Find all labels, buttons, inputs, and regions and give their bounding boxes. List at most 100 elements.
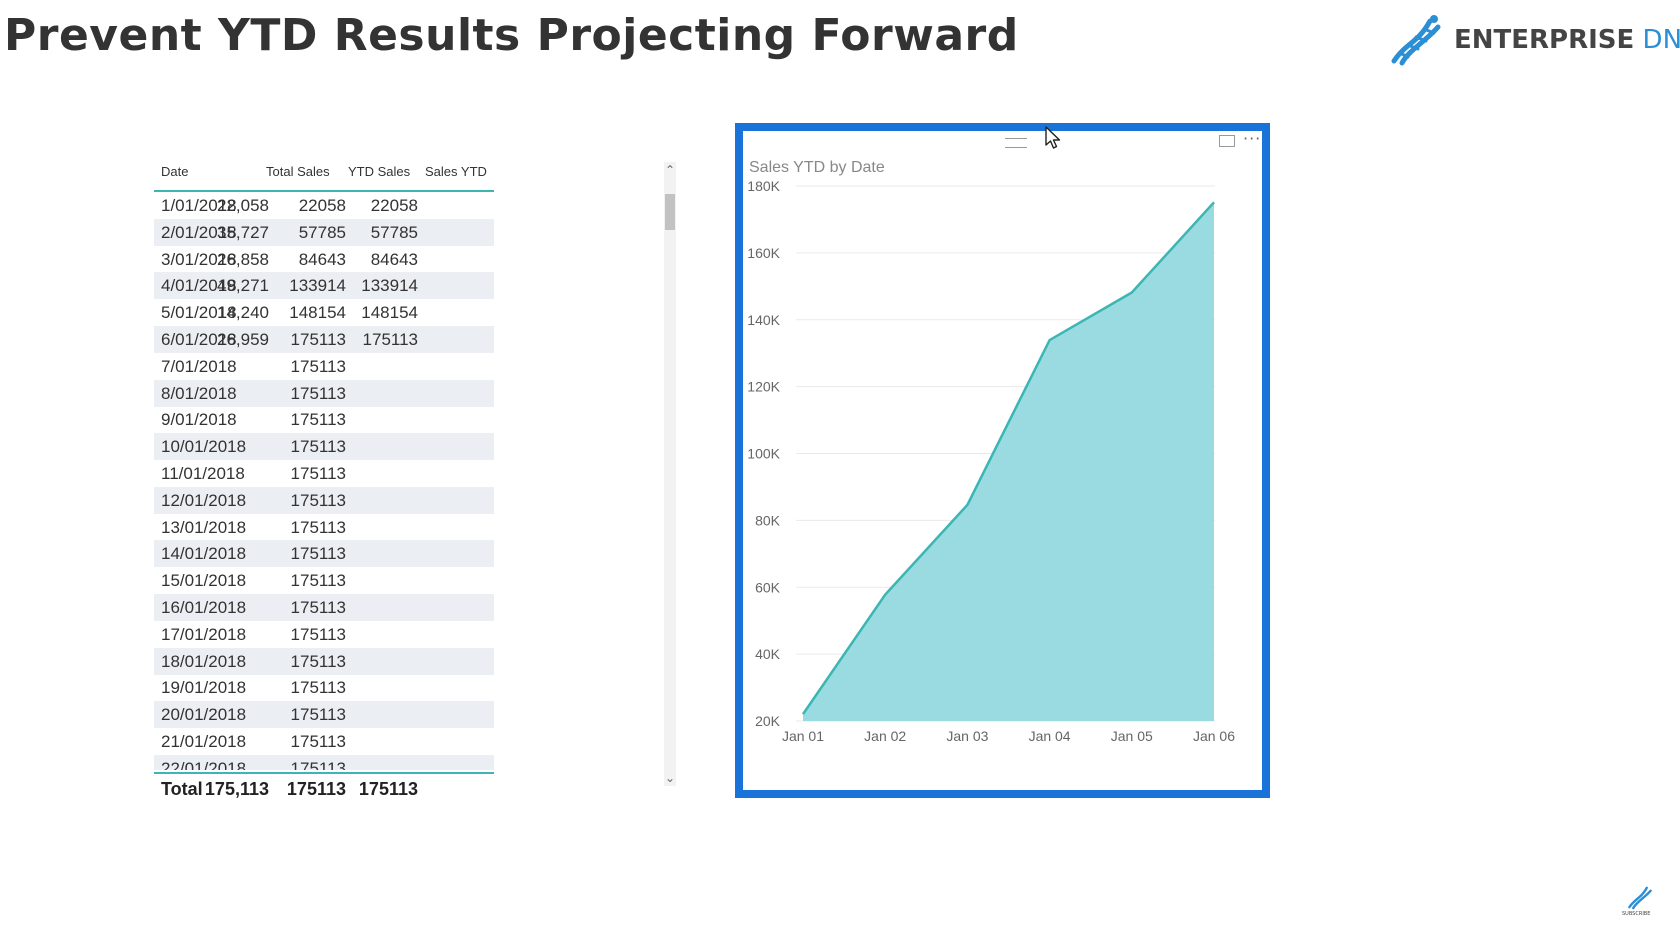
dna-helix-icon [1628, 886, 1652, 910]
table-scrollbar[interactable]: ⌃ ⌄ [664, 162, 676, 786]
cell-ytd-sales: 175113 [290, 464, 346, 483]
cell-sales-ytd: 133914 [361, 276, 418, 296]
table-header: Date Total Sales YTD Sales Sales YTD [154, 162, 494, 192]
total-label: Total [161, 779, 203, 799]
table-row[interactable]: 12/01/2018 175113 [154, 486, 494, 514]
chevron-up-icon[interactable]: ⌃ [664, 163, 676, 177]
cell-date: 19/01/2018 [161, 678, 247, 698]
column-header-total-sales[interactable]: Total Sales [266, 164, 330, 179]
y-tick-label: 120K [747, 379, 780, 395]
chart-plot: 20K 40K 60K 80K 100K 120K 140K 160K 180K Jan 01 Ja… [747, 178, 1235, 744]
series-line [801, 201, 1215, 715]
table-row[interactable]: 9/01/2018 175113 [154, 406, 494, 433]
cell-date: 1/01/2018 [161, 196, 237, 215]
cell-date: 6/01/2018 [161, 330, 237, 349]
cell-total-sales: 14,240 [217, 303, 269, 323]
x-tick-label: Jan 02 [864, 728, 906, 744]
data-point[interactable] [1047, 337, 1053, 343]
table-row[interactable]: 18/01/2018 175113 [154, 647, 494, 675]
area-chart-visual[interactable]: ··· Sales YTD by Date 20K 40K 60K 80K 100K 12… [735, 123, 1270, 798]
brand-logo: ENTERPRISE DNA [1388, 10, 1680, 70]
table-row[interactable]: 6/01/2018 26,959 175113 175113 [154, 326, 494, 353]
cell-ytd-sales: 148154 [289, 303, 346, 323]
cell-ytd-sales: 175113 [290, 624, 346, 644]
focus-mode-icon[interactable] [1219, 135, 1235, 147]
column-header-date[interactable]: Date [161, 164, 189, 179]
cell-sales-ytd: 175113 [362, 330, 418, 349]
x-tick-label: Jan 05 [1111, 728, 1153, 744]
data-point[interactable] [1129, 289, 1135, 295]
table-row[interactable]: 22/01/2018 175113 [154, 754, 494, 770]
table-row[interactable]: 10/01/2018 175113 [154, 433, 494, 461]
x-tick-label: Jan 03 [946, 728, 988, 744]
more-options-icon[interactable]: ··· [1243, 129, 1262, 148]
table-row[interactable]: 16/01/2018 175113 [154, 594, 494, 621]
cell-ytd-sales: 175113 [290, 356, 346, 376]
table-row[interactable]: 7/01/2018 175113 [154, 353, 494, 380]
y-tick-label: 180K [747, 178, 780, 194]
cell-ytd-sales: 133914 [289, 276, 346, 296]
cell-date: 13/01/2018 [161, 517, 247, 537]
cell-sales-ytd: 84643 [370, 249, 418, 269]
cell-ytd-sales: 57785 [298, 222, 346, 242]
y-tick-label: 100K [747, 446, 780, 462]
drag-handle-icon[interactable] [1005, 138, 1027, 148]
cell-ytd-sales: 84643 [298, 249, 346, 269]
cell-ytd-sales: 175113 [290, 571, 346, 591]
table-total-row: Total 175,113 175113 175113 [154, 772, 494, 806]
column-header-ytd-sales[interactable]: YTD Sales [348, 164, 411, 179]
mouse-pointer-icon [1045, 126, 1061, 149]
brand-name: ENTERPRISE DNA [1454, 25, 1680, 55]
cell-ytd-sales: 175113 [290, 758, 346, 770]
cell-ytd-sales: 175113 [290, 517, 346, 537]
table-row[interactable]: 19/01/2018 175113 [154, 674, 494, 701]
cell-sales-ytd: 57785 [370, 222, 418, 242]
table-row[interactable]: 13/01/2018 175113 [154, 514, 494, 541]
y-tick-label: 160K [747, 245, 780, 261]
scroll-thumb[interactable] [665, 194, 675, 230]
cell-date: 7/01/2018 [161, 356, 237, 376]
table-row[interactable]: 8/01/2018 175113 [154, 379, 494, 407]
chevron-down-icon[interactable]: ⌄ [664, 771, 676, 785]
table-row[interactable]: 20/01/2018 175113 [154, 701, 494, 729]
y-tick-label: 60K [755, 579, 781, 595]
cell-ytd-sales: 175113 [290, 598, 346, 617]
cell-sales-ytd: 148154 [361, 303, 418, 323]
y-tick-label: 40K [755, 646, 781, 662]
table-row[interactable]: 5/01/2018 14,240 148154 148154 [154, 299, 494, 326]
data-point[interactable] [800, 711, 806, 717]
cell-date: 4/01/2018 [161, 276, 237, 296]
data-point[interactable] [1211, 199, 1217, 205]
table-row[interactable]: 15/01/2018 175113 [154, 567, 494, 594]
cell-date: 22/01/2018 [161, 758, 247, 770]
cell-ytd-sales: 175113 [290, 678, 346, 698]
cell-ytd-sales: 175113 [290, 490, 346, 510]
table-body: 1/01/2018 22,058 22058 22058 2/01/2018 35,727… [154, 192, 494, 770]
table-row[interactable]: 3/01/2018 26,858 84643 84643 [154, 246, 494, 273]
cell-date: 20/01/2018 [161, 705, 247, 725]
cell-date: 2/01/2018 [161, 222, 237, 242]
table-row[interactable]: 21/01/2018 175113 [154, 728, 494, 755]
cell-date: 9/01/2018 [161, 410, 237, 430]
data-point[interactable] [882, 592, 888, 598]
cell-ytd-sales: 22058 [298, 196, 346, 215]
table-row[interactable]: 17/01/2018 175113 [154, 621, 494, 648]
table-row[interactable]: 14/01/2018 175113 [154, 540, 494, 568]
cell-ytd-sales: 175113 [290, 544, 346, 564]
table-row[interactable]: 11/01/2018 175113 [154, 460, 494, 487]
table-row[interactable]: 2/01/2018 35,727 57785 57785 [154, 218, 494, 246]
cell-date: 18/01/2018 [161, 651, 247, 671]
cell-date: 8/01/2018 [161, 383, 237, 403]
x-tick-label: Jan 01 [782, 728, 824, 744]
cell-date: 3/01/2018 [161, 249, 237, 269]
cell-total-sales: 49,271 [217, 276, 269, 296]
table-row[interactable]: 4/01/2018 49,271 133914 133914 [154, 272, 494, 300]
cell-sales-ytd: 22058 [370, 196, 418, 215]
column-header-sales-ytd[interactable]: Sales YTD [425, 164, 487, 179]
cell-date: 17/01/2018 [161, 624, 247, 644]
table-row[interactable]: 1/01/2018 22,058 22058 22058 [154, 192, 494, 219]
cell-date: 16/01/2018 [161, 598, 247, 617]
sales-table[interactable]: Date Total Sales YTD Sales Sales YTD 1/0… [154, 162, 494, 802]
data-point[interactable] [964, 502, 970, 508]
brand-name-bold: ENTERPRISE [1454, 25, 1635, 55]
